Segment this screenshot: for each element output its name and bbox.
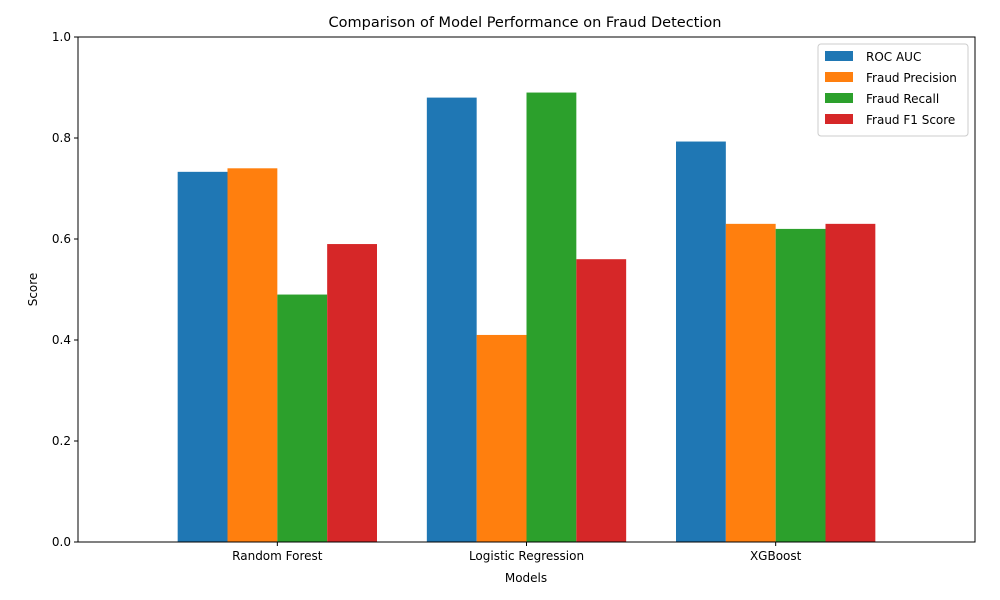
bar-roc-auc-2	[676, 141, 726, 542]
legend-swatch	[825, 72, 853, 82]
y-tick-label: 0.2	[52, 434, 71, 448]
bar-fraud-f1-score-1	[576, 259, 627, 542]
legend-swatch	[825, 93, 853, 103]
y-tick-label: 0.6	[52, 232, 71, 246]
y-tick-label: 1.0	[52, 30, 71, 44]
chart-title: Comparison of Model Performance on Fraud…	[329, 15, 722, 31]
x-axis: Random Forest Logistic Regression XGBoost	[232, 542, 802, 563]
bar-fraud-precision-1	[476, 334, 527, 542]
bars-group	[177, 92, 876, 543]
bar-fraud-f1-score-0	[327, 244, 377, 543]
x-axis-title: Models	[505, 571, 547, 585]
y-tick-label: 0.8	[52, 131, 71, 145]
y-axis: 0.0 0.2 0.4 0.6 0.8 1.0	[52, 30, 78, 549]
legend-swatch	[825, 114, 853, 124]
legend: ROC AUC Fraud Precision Fraud Recall Fraud …	[817, 43, 969, 137]
y-tick-label: 0.0	[52, 535, 71, 549]
x-tick-label: Logistic Regression	[469, 549, 584, 563]
bar-roc-auc-1	[426, 97, 477, 542]
legend-box	[817, 43, 969, 137]
legend-swatch	[825, 51, 853, 61]
legend-label: Fraud Recall	[866, 92, 939, 106]
x-tick-label: Random Forest	[232, 549, 323, 563]
legend-label: ROC AUC	[866, 50, 921, 64]
legend-label: Fraud Precision	[866, 71, 957, 85]
bar-fraud-recall-2	[775, 228, 826, 542]
legend-label: Fraud F1 Score	[866, 113, 955, 127]
bar-fraud-precision-0	[227, 168, 278, 543]
bar-fraud-f1-score-2	[825, 223, 876, 542]
bar-roc-auc-0	[177, 171, 228, 542]
y-axis-title: Score	[26, 273, 40, 307]
y-tick-label: 0.4	[52, 333, 71, 347]
bar-fraud-precision-2	[725, 223, 776, 542]
x-tick-label: XGBoost	[750, 549, 802, 563]
bar-fraud-recall-0	[277, 294, 328, 542]
bar-fraud-recall-1	[526, 92, 577, 543]
